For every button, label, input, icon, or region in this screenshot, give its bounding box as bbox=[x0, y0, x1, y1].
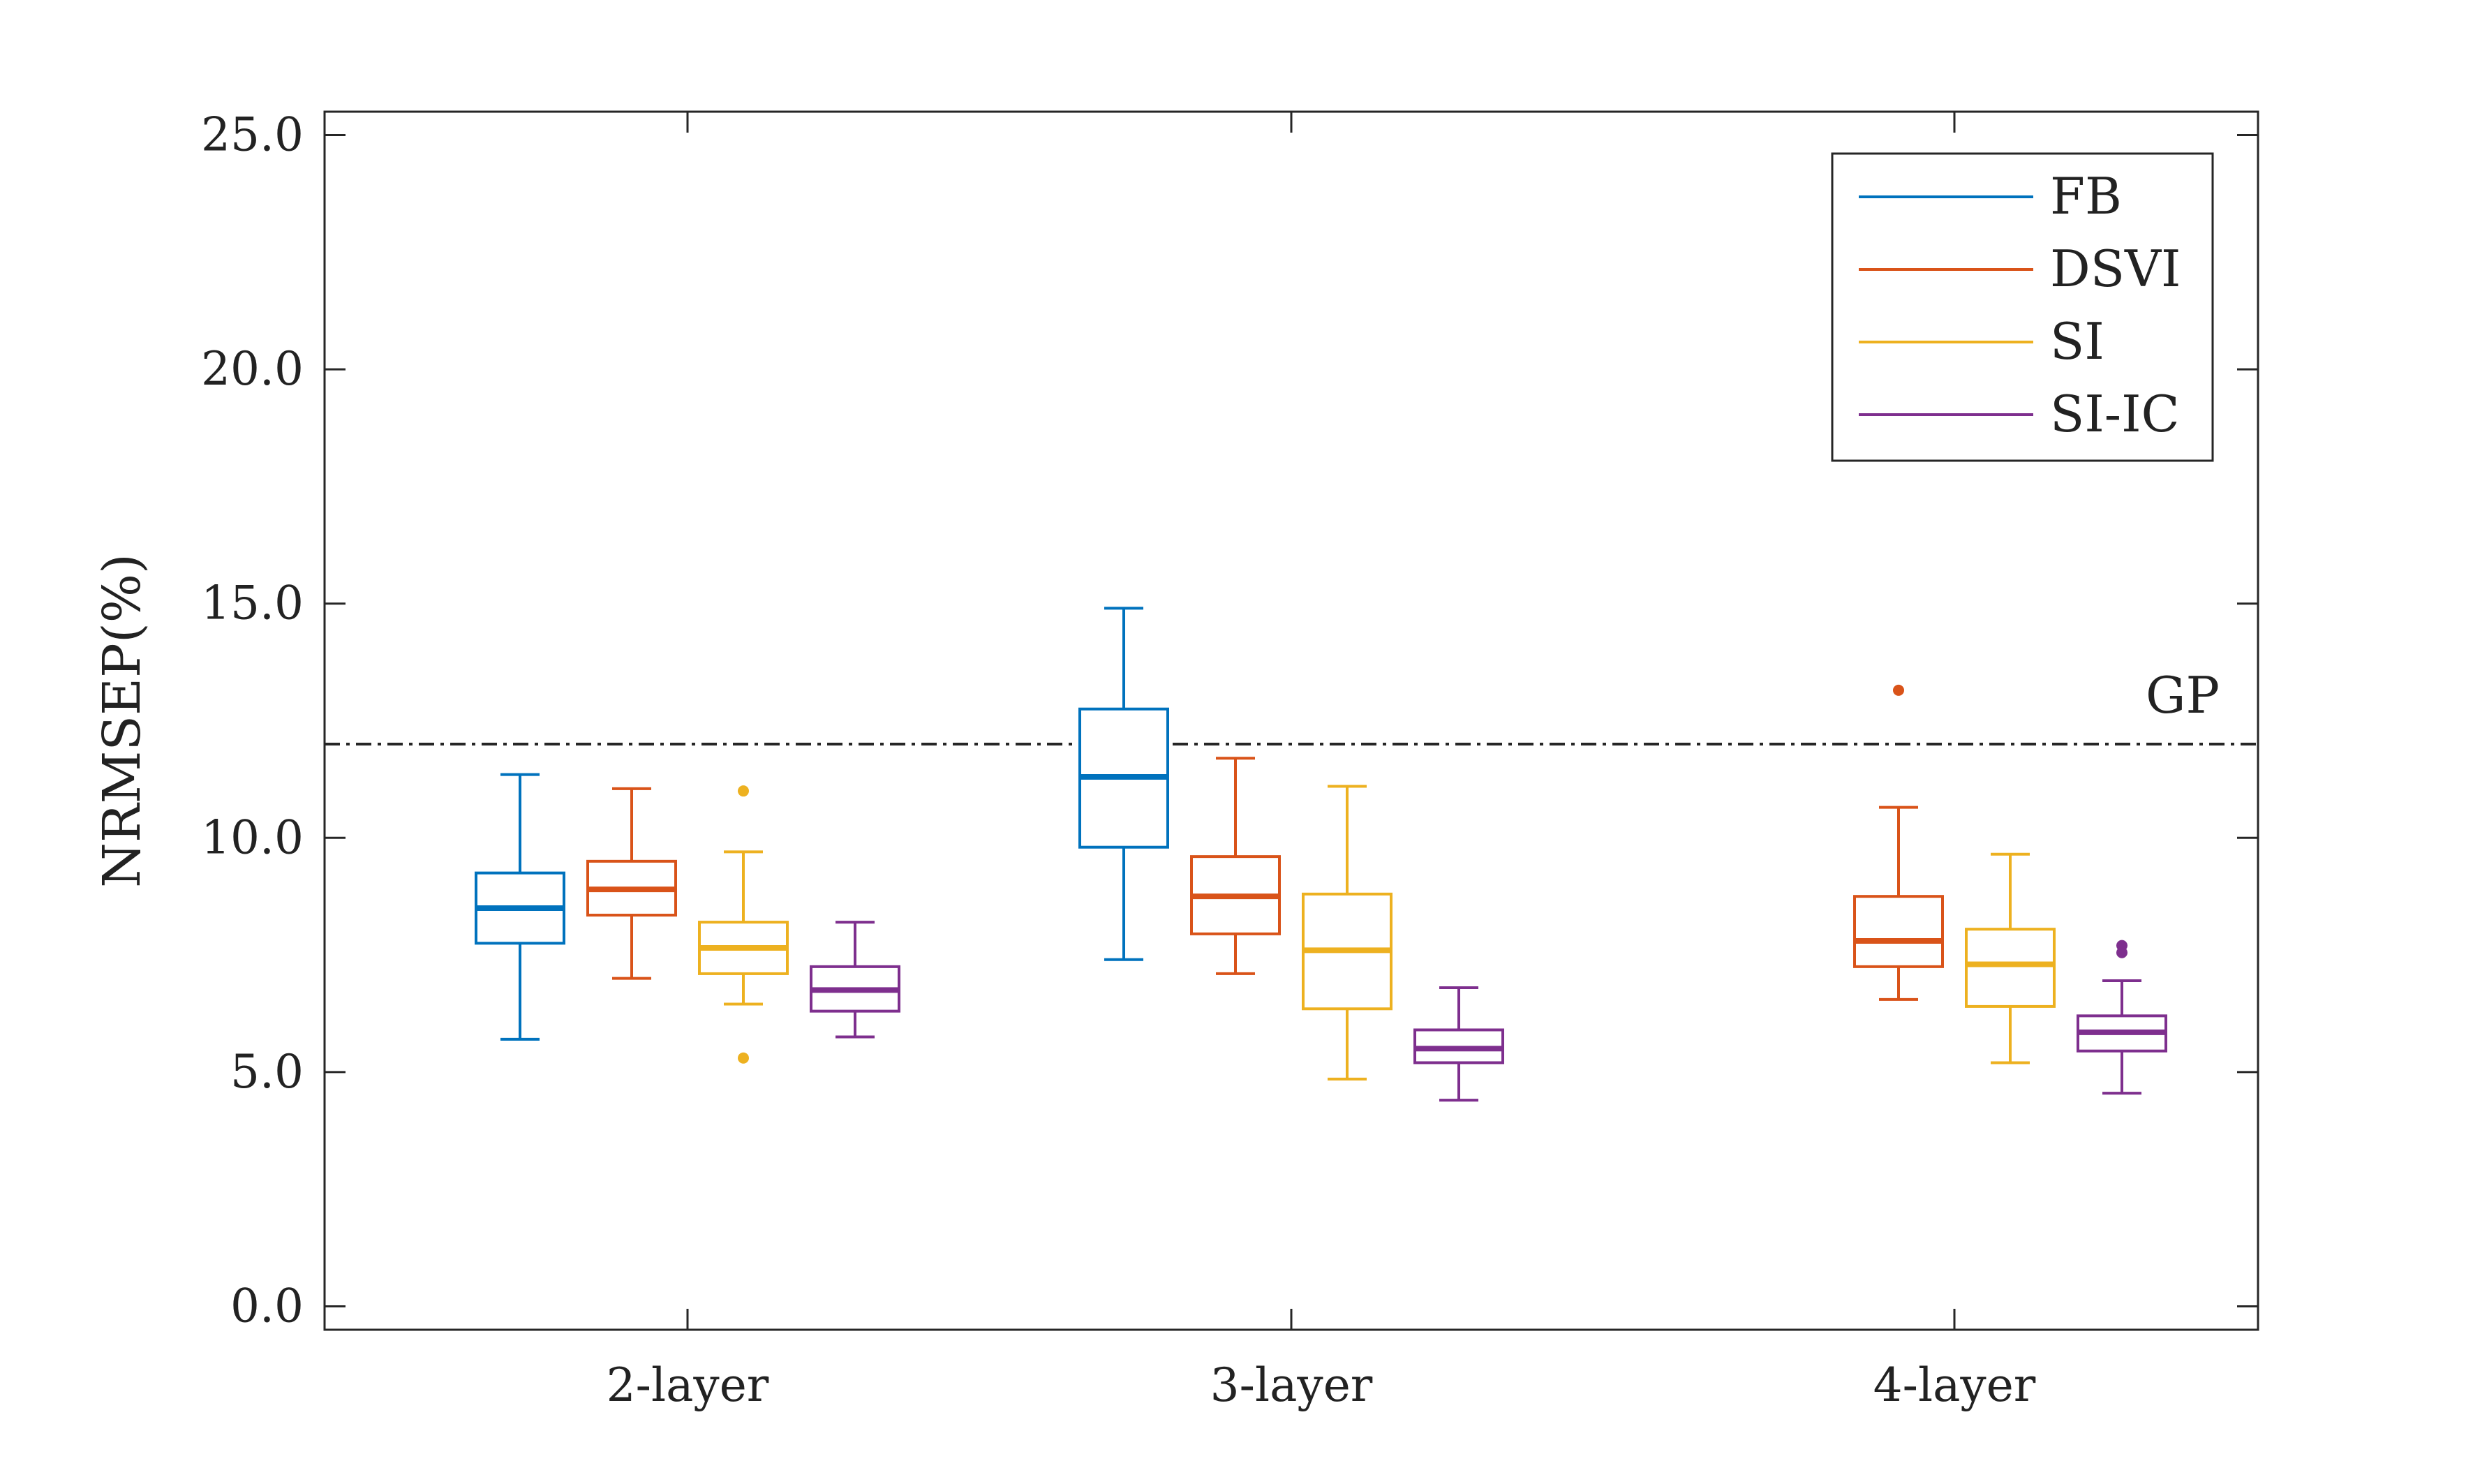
legend: FB DSVI SI SI-IC bbox=[1831, 152, 2214, 462]
box-dsvi-3-layer bbox=[1190, 757, 1281, 975]
y-tick-label: 20.0 bbox=[201, 342, 304, 396]
box-fb-2-layer bbox=[475, 773, 565, 1041]
box-fb-3-layer bbox=[1078, 607, 1169, 961]
box-si-3-layer bbox=[1302, 785, 1393, 1081]
y-tick-label: 15.0 bbox=[201, 577, 304, 630]
iqr-box bbox=[1853, 895, 1944, 968]
legend-label-dsvi: DSVI bbox=[2050, 239, 2181, 298]
x-category-label: 4-layer bbox=[1873, 1358, 2036, 1412]
tick-layer: 0.0 5.0 10.0 15.0 20.0 25.0 2-layer 3-layer 4-la… bbox=[201, 108, 2258, 1412]
legend-label-si-ic: SI-IC bbox=[2050, 385, 2180, 443]
iqr-box bbox=[1965, 928, 2056, 1008]
outlier-point bbox=[1893, 684, 1904, 696]
box-si-ic-3-layer bbox=[1413, 986, 1504, 1102]
y-tick-label: 5.0 bbox=[230, 1045, 304, 1099]
x-category-label: 3-layer bbox=[1210, 1358, 1373, 1412]
outlier-point bbox=[738, 1052, 749, 1064]
gp-reference-label: GP bbox=[2146, 666, 2220, 725]
box-layer bbox=[475, 607, 2167, 1102]
legend-box bbox=[1831, 152, 2214, 462]
box-si-4-layer bbox=[1965, 852, 2056, 1064]
box-si-ic-2-layer bbox=[810, 921, 900, 1039]
x-category-label: 2-layer bbox=[607, 1358, 769, 1412]
y-tick-label: 0.0 bbox=[230, 1279, 304, 1333]
y-tick-label: 10.0 bbox=[201, 810, 304, 864]
box-si-ic-4-layer bbox=[2077, 940, 2167, 1095]
legend-label-si: SI bbox=[2050, 312, 2104, 371]
box-si-2-layer bbox=[698, 785, 789, 1064]
outlier-point bbox=[2116, 940, 2127, 951]
y-tick-label: 25.0 bbox=[201, 108, 304, 162]
y-axis-title: NRMSEP(%) bbox=[92, 554, 152, 888]
box-dsvi-4-layer bbox=[1853, 684, 1944, 1001]
legend-label-fb: FB bbox=[2050, 167, 2122, 225]
box-dsvi-2-layer bbox=[586, 787, 677, 980]
outlier-point bbox=[738, 785, 749, 797]
